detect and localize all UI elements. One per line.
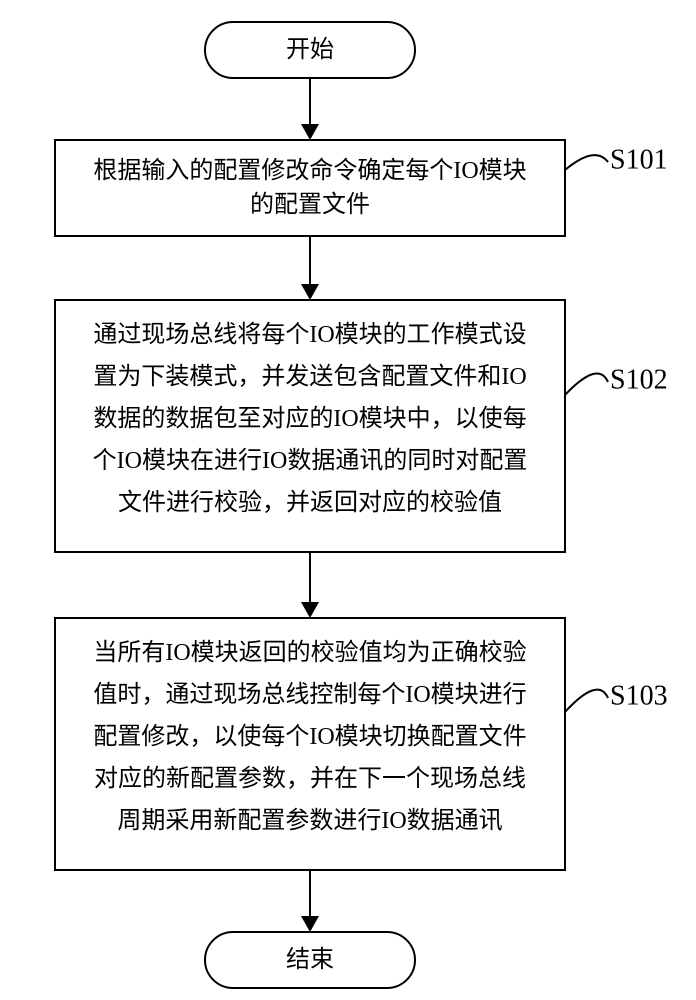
process-text-s101-line0: 根据输入的配置修改命令确定每个IO模块	[93, 157, 526, 184]
process-text-s102-line3: 个IO模块在进行IO数据通讯的同时对配置	[93, 447, 528, 474]
process-box-s101	[55, 140, 565, 236]
flowchart: 开始结束 根据输入的配置修改命令确定每个IO模块的配置文件 S101 通过现场总线将每…	[0, 0, 696, 1000]
process-text-s102-line2: 数据的数据包至对应的IO模块中，以使每	[93, 405, 526, 432]
step-label-s102: S102	[610, 365, 668, 396]
process-text-s102-line1: 置为下装模式，并发送包含配置文件和IO	[93, 363, 526, 390]
process-text-s103-line2: 配置修改，以使每个IO模块切换配置文件	[93, 723, 526, 750]
arrowhead-1	[301, 284, 319, 300]
process-text-s103-line4: 周期采用新配置参数进行IO数据通讯	[117, 807, 502, 834]
end-terminator-label: 结束	[286, 946, 334, 973]
step-label-s103: S103	[610, 681, 668, 712]
arrowhead-2	[301, 602, 319, 618]
process-text-s101-line1: 的配置文件	[250, 191, 370, 218]
process-text-s103-line3: 对应的新配置参数，并在下一个现场总线	[94, 765, 526, 792]
process-text-s102-line0: 通过现场总线将每个IO模块的工作模式设	[93, 321, 526, 348]
start-terminator-label: 开始	[286, 36, 334, 63]
step-label-s101: S101	[610, 145, 668, 176]
process-text-s103-line1: 值时，通过现场总线控制每个IO模块进行	[93, 681, 526, 708]
leader-s103	[565, 690, 608, 712]
leader-s102	[565, 374, 608, 395]
arrowhead-3	[301, 916, 319, 932]
process-text-s102-line4: 文件进行校验，并返回对应的校验值	[118, 489, 502, 516]
leader-s101	[565, 155, 608, 170]
process-text-s103-line0: 当所有IO模块返回的校验值均为正确校验	[93, 639, 526, 666]
arrowhead-0	[301, 124, 319, 140]
